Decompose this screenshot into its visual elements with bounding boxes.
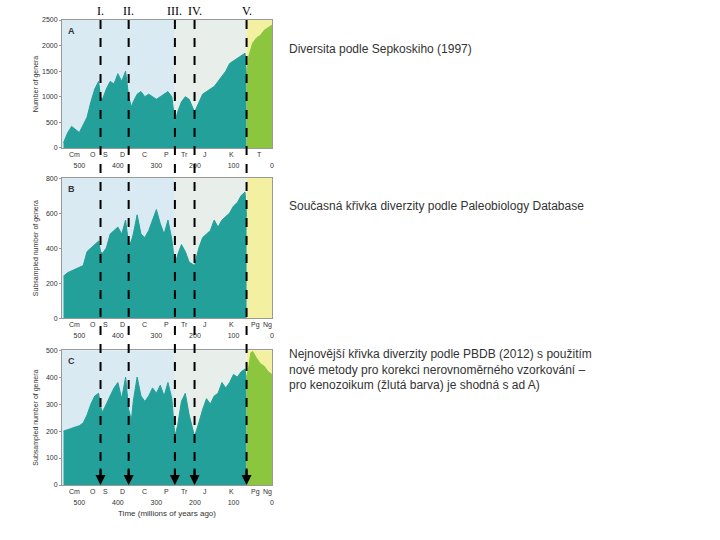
- svg-text:600: 600: [46, 210, 58, 217]
- svg-text:D: D: [120, 151, 125, 158]
- svg-text:200: 200: [189, 162, 201, 169]
- svg-text:1500: 1500: [42, 68, 58, 75]
- svg-text:Cm: Cm: [69, 321, 80, 328]
- svg-text:P: P: [164, 151, 169, 158]
- svg-text:500: 500: [46, 119, 58, 126]
- svg-text:V.: V.: [242, 4, 252, 18]
- svg-text:100: 100: [228, 162, 240, 169]
- svg-text:II.: II.: [123, 4, 134, 18]
- svg-text:0: 0: [54, 315, 58, 322]
- svg-text:Number of genera: Number of genera: [32, 56, 40, 113]
- svg-text:P: P: [164, 321, 169, 328]
- svg-text:1000: 1000: [42, 93, 58, 100]
- svg-text:500: 500: [73, 332, 85, 339]
- svg-text:O: O: [90, 151, 96, 158]
- svg-text:Cm: Cm: [69, 151, 80, 158]
- svg-text:J: J: [203, 488, 207, 495]
- svg-text:2500: 2500: [42, 16, 58, 23]
- svg-text:Tr: Tr: [181, 151, 188, 158]
- svg-text:T: T: [257, 151, 262, 158]
- svg-text:0: 0: [270, 162, 274, 169]
- svg-text:I.: I.: [97, 4, 104, 18]
- svg-text:400: 400: [112, 499, 124, 506]
- svg-text:Ng: Ng: [263, 321, 272, 329]
- svg-text:0: 0: [270, 499, 274, 506]
- svg-text:0: 0: [270, 332, 274, 339]
- svg-text:Diversita podle Sepkoskiho (19: Diversita podle Sepkoskiho (1997): [289, 42, 472, 56]
- svg-text:2000: 2000: [42, 42, 58, 49]
- svg-text:K: K: [229, 151, 234, 158]
- svg-text:Time (millions of years ago): Time (millions of years ago): [118, 509, 216, 518]
- svg-text:Tr: Tr: [181, 488, 188, 495]
- svg-text:Pg: Pg: [251, 488, 260, 496]
- svg-text:S: S: [103, 321, 108, 328]
- svg-text:Současná křivka diverzity podl: Současná křivka diverzity podle Paleobio…: [289, 199, 584, 213]
- svg-text:Tr: Tr: [181, 321, 188, 328]
- svg-text:K: K: [229, 321, 234, 328]
- svg-text:S: S: [103, 488, 108, 495]
- svg-text:O: O: [90, 488, 96, 495]
- svg-text:A: A: [68, 26, 75, 36]
- svg-text:J: J: [203, 151, 207, 158]
- svg-text:100: 100: [228, 499, 240, 506]
- svg-text:0: 0: [54, 481, 58, 488]
- svg-text:C: C: [142, 321, 147, 328]
- svg-text:0: 0: [54, 144, 58, 151]
- svg-text:Nejnovější křivka diverzity po: Nejnovější křivka diverzity podle PBDB (…: [289, 347, 592, 392]
- svg-text:200: 200: [189, 499, 201, 506]
- svg-text:S: S: [103, 151, 108, 158]
- svg-text:Pg: Pg: [251, 321, 260, 329]
- svg-text:100: 100: [228, 332, 240, 339]
- svg-text:200: 200: [46, 428, 58, 435]
- svg-text:500: 500: [73, 499, 85, 506]
- svg-text:B: B: [68, 184, 75, 194]
- svg-text:P: P: [164, 488, 169, 495]
- svg-text:300: 300: [151, 499, 163, 506]
- svg-text:J: J: [203, 321, 207, 328]
- svg-text:III.: III.: [167, 4, 182, 18]
- svg-text:Cm: Cm: [69, 488, 80, 495]
- svg-text:Ng: Ng: [263, 488, 272, 496]
- svg-text:800: 800: [46, 175, 58, 182]
- svg-text:500: 500: [73, 162, 85, 169]
- svg-text:O: O: [90, 321, 96, 328]
- svg-text:400: 400: [112, 162, 124, 169]
- svg-text:400: 400: [46, 374, 58, 381]
- svg-text:400: 400: [112, 332, 124, 339]
- svg-text:300: 300: [46, 401, 58, 408]
- svg-text:C: C: [142, 488, 147, 495]
- svg-text:500: 500: [46, 347, 58, 354]
- svg-text:D: D: [120, 488, 125, 495]
- svg-text:IV.: IV.: [188, 4, 202, 18]
- svg-text:400: 400: [46, 245, 58, 252]
- svg-text:D: D: [120, 321, 125, 328]
- svg-text:C: C: [142, 151, 147, 158]
- svg-text:C: C: [68, 356, 75, 366]
- svg-text:100: 100: [46, 454, 58, 461]
- svg-text:300: 300: [151, 332, 163, 339]
- svg-text:Subsampled number of genera: Subsampled number of genera: [32, 200, 40, 296]
- svg-text:200: 200: [189, 332, 201, 339]
- svg-text:K: K: [229, 488, 234, 495]
- svg-text:Subsampled number of genera: Subsampled number of genera: [32, 369, 40, 465]
- svg-text:300: 300: [151, 162, 163, 169]
- svg-text:200: 200: [46, 280, 58, 287]
